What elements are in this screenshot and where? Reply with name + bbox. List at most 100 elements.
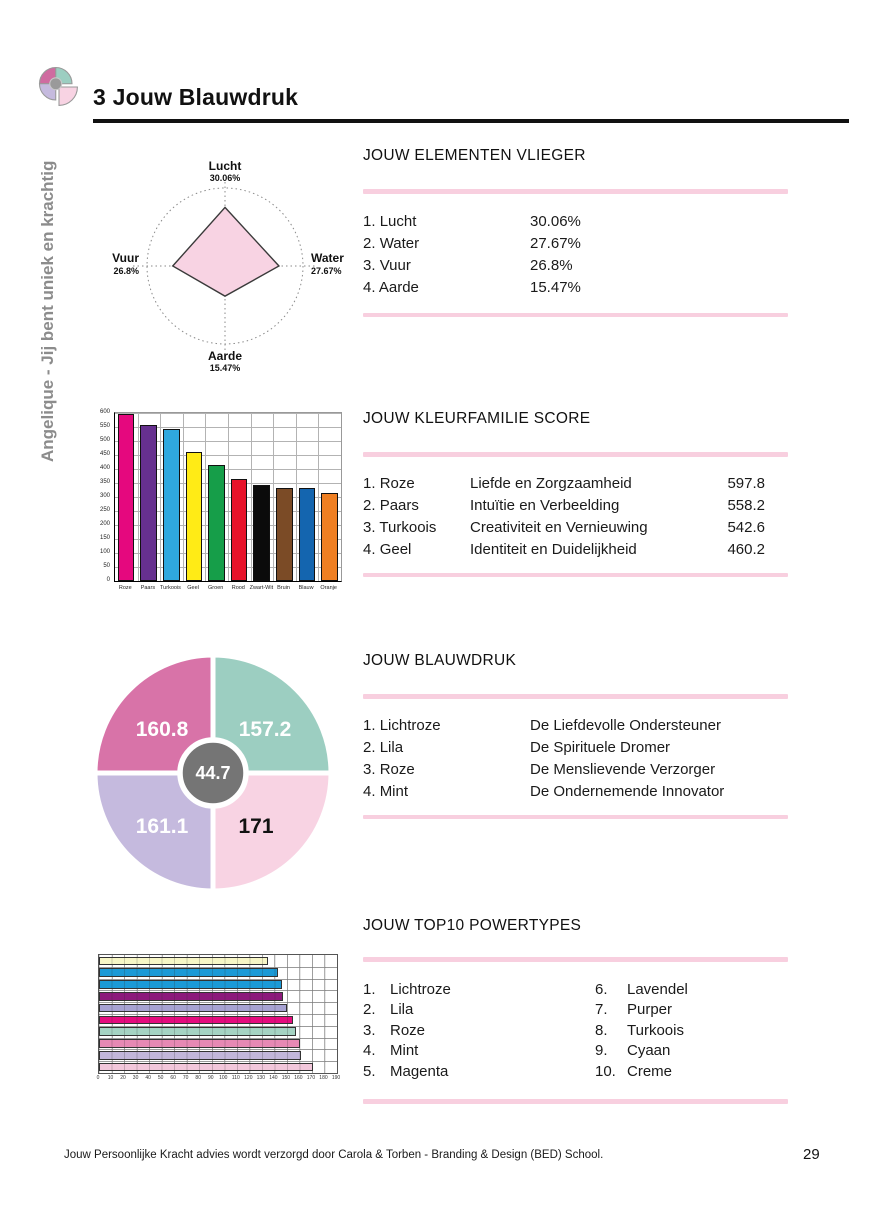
item-label: Turkoois: [379, 518, 437, 536]
bar-cyaan: [99, 968, 279, 977]
item-number: 3.: [363, 1021, 376, 1039]
bar-rood: [230, 479, 248, 581]
x-axis-tick-label: 0: [96, 1075, 100, 1081]
page-title: 3 Jouw Blauwdruk: [93, 84, 299, 110]
item-number: 6.: [595, 980, 608, 998]
radar-axis-label: Aarde: [208, 349, 242, 363]
item-desc: De Liefdevolle Ondersteuner: [530, 716, 721, 734]
x-axis-tick-label: 10: [107, 1075, 114, 1081]
item-label: Lichtroze: [390, 980, 451, 998]
bar-turkoois: [163, 429, 180, 581]
grid-line: [228, 413, 229, 581]
quadrant-value-label: 161.1: [136, 815, 189, 838]
x-axis-category-label: Roze: [118, 585, 132, 591]
bar-turkoois: [99, 980, 282, 989]
list-item: 2. Lila De Spirituele Dromer: [363, 737, 788, 759]
kleurfamilie-bar-chart: 0 50 100 150 200 250 300 350 400 450 500 550 600 Roze…: [90, 406, 350, 601]
quadrant-lichtroze: [210, 770, 334, 894]
item-number: 3.: [363, 518, 376, 536]
pink-divider: [363, 452, 788, 457]
quadrant-lila: [92, 770, 216, 894]
item-label: Lila: [379, 738, 404, 756]
pink-divider: [363, 572, 788, 577]
footer-credit: Jouw Persoonlijke Kracht advies wordt ve…: [64, 1149, 604, 1161]
x-axis-category-label: Groen: [208, 585, 224, 591]
y-axis-tick-label: 150: [99, 534, 110, 541]
bar-plot-area: [114, 412, 342, 582]
radar-axis-label: 15.47%: [210, 363, 241, 373]
bar-mint: [99, 1027, 296, 1036]
pink-divider: [363, 1099, 788, 1104]
powertypes-hbar-chart: 0 10 20 30 40 50 60 70 80 90 100 110 120 130 140 150 160…: [95, 951, 350, 1089]
item-label: Magenta: [390, 1062, 449, 1080]
list-item: 4. Mint: [363, 1041, 595, 1062]
list-item: 4. Aarde 15.47%: [363, 277, 788, 299]
item-number: 8.: [595, 1021, 608, 1039]
item-number: 4.: [363, 540, 376, 558]
section-top10-powertypes: JOUW TOP10 POWERTYPES 1. Lichtroze 2. Lila…: [363, 917, 788, 1104]
list-item: 2. Lila: [363, 1000, 595, 1021]
pink-divider: [363, 189, 788, 194]
item-number: 1.: [363, 716, 376, 734]
item-label: Lavendel: [627, 980, 688, 998]
x-axis-tick-label: 100: [219, 1075, 228, 1081]
x-axis-category-label: Rood: [231, 585, 245, 591]
grid-line: [318, 413, 320, 581]
item-value: 30.06%: [530, 212, 581, 230]
list-item: 2. Water 27.67%: [363, 233, 788, 255]
x-axis-tick-label: 30: [132, 1075, 139, 1081]
bar-roze: [99, 1039, 301, 1048]
item-desc: De Ondernemende Innovator: [530, 782, 725, 800]
list-item: 1. Roze Liefde en Zorgzaamheid 597.8: [363, 473, 788, 495]
item-value: 27.67%: [530, 234, 581, 252]
item-label: Cyaan: [627, 1042, 671, 1059]
grid-line: [273, 413, 275, 581]
bar-lichtroze: [99, 1062, 314, 1072]
pink-divider: [363, 694, 788, 699]
x-axis-tick-label: 80: [195, 1075, 201, 1081]
pink-divider: [363, 312, 788, 317]
list-item: 3. Vuur 26.8%: [363, 255, 788, 277]
y-axis-tick-label: 300: [99, 492, 110, 499]
elementen-vlieger-chart: Lucht 30.06% Water 27.67% Aarde 15.47% Vuur 26.…: [100, 148, 350, 386]
item-number: 2.: [363, 496, 376, 514]
list-item: 10. Creme: [595, 1062, 788, 1083]
list-item: 4. Mint De Ondernemende Innovator: [363, 781, 788, 803]
item-label: Roze: [379, 760, 415, 778]
y-axis-tick-label: 200: [99, 520, 110, 527]
section-blauwdruk: JOUW BLAUWDRUK 1. Lichtroze De Liefdevoll…: [363, 652, 788, 819]
item-label: Aarde: [378, 278, 419, 296]
section-title: JOUW ELEMENTEN VLIEGER: [363, 147, 586, 164]
bar-purper: [99, 992, 283, 1001]
grid-line: [137, 413, 139, 581]
center-value-label: 44.7: [195, 763, 230, 783]
sidebar-vertical-text: Angelique - Jij bent uniek en krachtig: [38, 160, 57, 462]
y-axis-tick-label: 450: [99, 450, 110, 457]
bar-lavendel: [99, 1003, 287, 1013]
center-circle: [177, 737, 249, 809]
item-label: Geel: [379, 540, 412, 558]
list-item: 3. Roze De Menslievende Verzorger: [363, 759, 788, 781]
radar-axis-label: Vuur: [112, 251, 139, 265]
list-item: 7. Purper: [595, 1000, 788, 1021]
section-elementen-vlieger: JOUW ELEMENTEN VLIEGER 1. Lucht 30.06% 2.…: [363, 147, 788, 317]
bar-geel: [185, 452, 203, 581]
y-axis-tick-label: 400: [99, 464, 110, 471]
bar-oranje: [321, 492, 338, 581]
item-desc: Creativiteit en Vernieuwing: [470, 518, 648, 536]
bar-blauw: [298, 488, 316, 581]
item-label: Turkoois: [627, 1021, 684, 1039]
x-axis-tick-label: 170: [306, 1075, 316, 1081]
quadrant-value-label: 157.2: [239, 718, 292, 741]
bar-lila: [99, 1051, 301, 1060]
list-item: 9. Cyaan: [595, 1041, 788, 1062]
logo-center-dot: [49, 77, 63, 91]
radar-axis-label: Water: [311, 251, 344, 265]
logo-wedge-lichtroze: [58, 86, 78, 106]
grid-line: [99, 1014, 337, 1015]
item-number: 7.: [595, 1001, 608, 1018]
item-number: 3.: [363, 760, 376, 778]
list-item: 3. Roze: [363, 1021, 595, 1042]
x-axis-tick-label: 90: [207, 1075, 214, 1081]
